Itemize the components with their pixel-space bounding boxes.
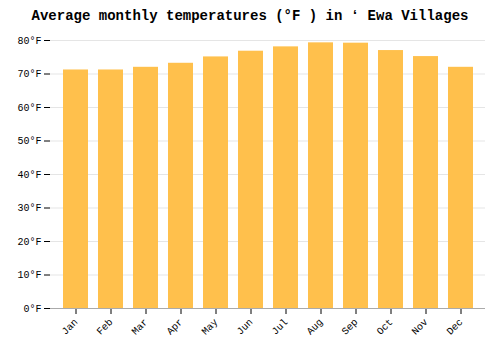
svg-text:60°F: 60°F (17, 103, 41, 114)
svg-text:30°F: 30°F (17, 203, 41, 214)
svg-text:10°F: 10°F (17, 270, 41, 281)
svg-text:20°F: 20°F (17, 237, 41, 248)
svg-text:40°F: 40°F (17, 170, 41, 181)
html-text:Average monthly temperatures (: Average monthly temperatures (°F ) in ʻ … (31, 8, 469, 24)
svg-text:70°F: 70°F (17, 69, 41, 80)
svg-text:0°F: 0°F (23, 304, 41, 315)
svg-text:Jul: Jul (270, 317, 291, 338)
svg-text:Nov: Nov (410, 317, 431, 338)
svg-text:Jun: Jun (235, 317, 256, 338)
svg-text:Aug: Aug (305, 317, 326, 338)
svg-text:Dec: Dec (445, 317, 466, 338)
svg-text:Apr: Apr (165, 317, 186, 338)
svg-text:Feb: Feb (95, 317, 116, 338)
svg-text:Oct: Oct (375, 317, 396, 338)
svg-text:80°F: 80°F (17, 36, 41, 47)
svg-text:50°F: 50°F (17, 136, 41, 147)
svg-text:Jan: Jan (60, 317, 81, 338)
svg-text:Sep: Sep (340, 317, 361, 338)
svg-text:May: May (200, 317, 221, 338)
svg-text:Mar: Mar (130, 317, 151, 338)
